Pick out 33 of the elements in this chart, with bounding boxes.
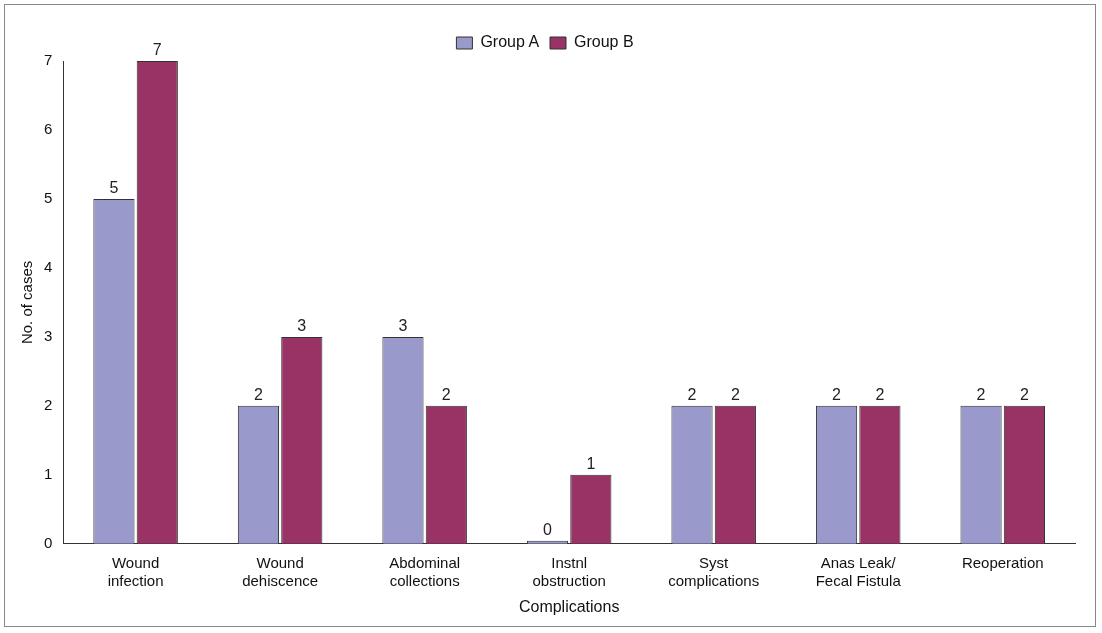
data-label: 5 [109,179,119,197]
x-tick-label: Abdominal collections [389,553,461,589]
data-label: 2 [976,386,986,404]
legend-label: Group A [480,33,540,51]
y-tick-label: 1 [44,464,53,482]
y-tick-label: 0 [44,533,53,551]
data-label: 2 [875,386,885,404]
y-tick-label: 7 [44,51,53,69]
x-tick-label: Syst complications [668,553,760,589]
y-tick-label: 2 [44,396,53,413]
y-axis-title: No. of cases [18,260,36,345]
data-label: 7 [152,41,162,59]
data-label: 2 [730,386,740,404]
y-tick-label: 5 [44,189,53,207]
data-label: 2 [1019,386,1029,404]
data-label: 3 [297,317,307,335]
x-tick-label: Wound infection [107,553,164,589]
y-tick-label: 3 [44,327,53,345]
x-tick-label: Reoperation [961,553,1044,571]
data-label: 2 [832,386,842,404]
y-tick-label: 4 [44,258,53,276]
data-label: 2 [253,386,263,404]
x-tick-label: Wound dehiscence [242,553,319,589]
data-label: 2 [687,386,697,404]
legend-label: Group B [574,33,634,51]
data-label: 0 [543,521,553,539]
data-label: 3 [398,317,408,335]
data-label: 2 [441,386,451,404]
x-tick-label: Anas Leak/ Fecal Fistula [815,553,902,589]
y-tick-label: 6 [44,120,53,138]
x-axis-title: Complications [518,597,620,615]
data-label: 1 [586,455,596,473]
x-tick-label: Instnl obstruction [532,553,606,589]
